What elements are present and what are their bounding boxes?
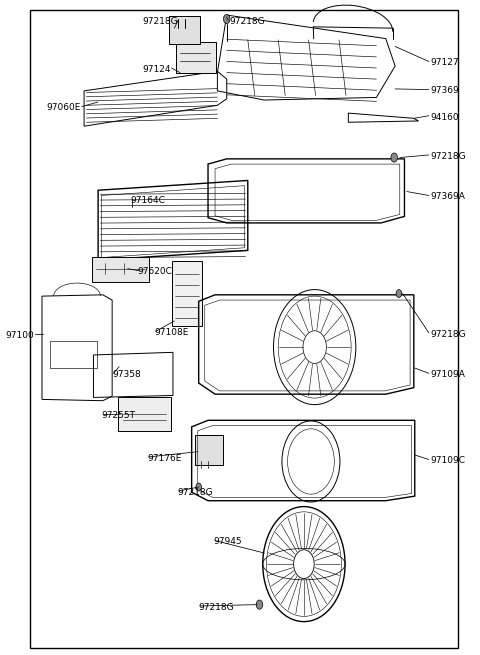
Text: 97369A: 97369A [430,193,465,201]
Text: 97218G: 97218G [229,17,264,26]
Text: 97124: 97124 [142,65,170,74]
Text: 97127: 97127 [430,58,459,67]
FancyBboxPatch shape [176,42,216,73]
Text: 97109A: 97109A [430,370,465,379]
Circle shape [224,14,230,24]
FancyBboxPatch shape [171,261,203,326]
Text: 97164C: 97164C [131,196,166,204]
Text: 97620C: 97620C [138,267,173,276]
Text: 97176E: 97176E [147,454,181,462]
Circle shape [196,483,202,491]
Text: 97109C: 97109C [430,457,465,465]
FancyBboxPatch shape [92,257,149,282]
Text: 97218G: 97218G [430,152,466,160]
Text: 97218G: 97218G [199,603,234,612]
Text: 94160: 94160 [430,113,459,122]
Text: 97108E: 97108E [154,328,189,337]
FancyBboxPatch shape [30,10,458,648]
Text: 97945: 97945 [214,537,242,546]
Text: 97369: 97369 [430,86,459,96]
Circle shape [391,153,397,162]
Text: 97218G: 97218G [142,17,178,26]
Text: 97100: 97100 [5,331,34,340]
Text: 97218G: 97218G [178,488,213,496]
Circle shape [256,600,263,609]
Text: 97060E: 97060E [47,103,81,113]
Text: 97255T: 97255T [102,411,136,420]
Text: 97358: 97358 [112,370,141,379]
FancyBboxPatch shape [195,436,224,466]
Circle shape [396,290,402,297]
FancyBboxPatch shape [118,397,171,431]
FancyBboxPatch shape [169,16,200,44]
Text: 97218G: 97218G [430,329,466,339]
